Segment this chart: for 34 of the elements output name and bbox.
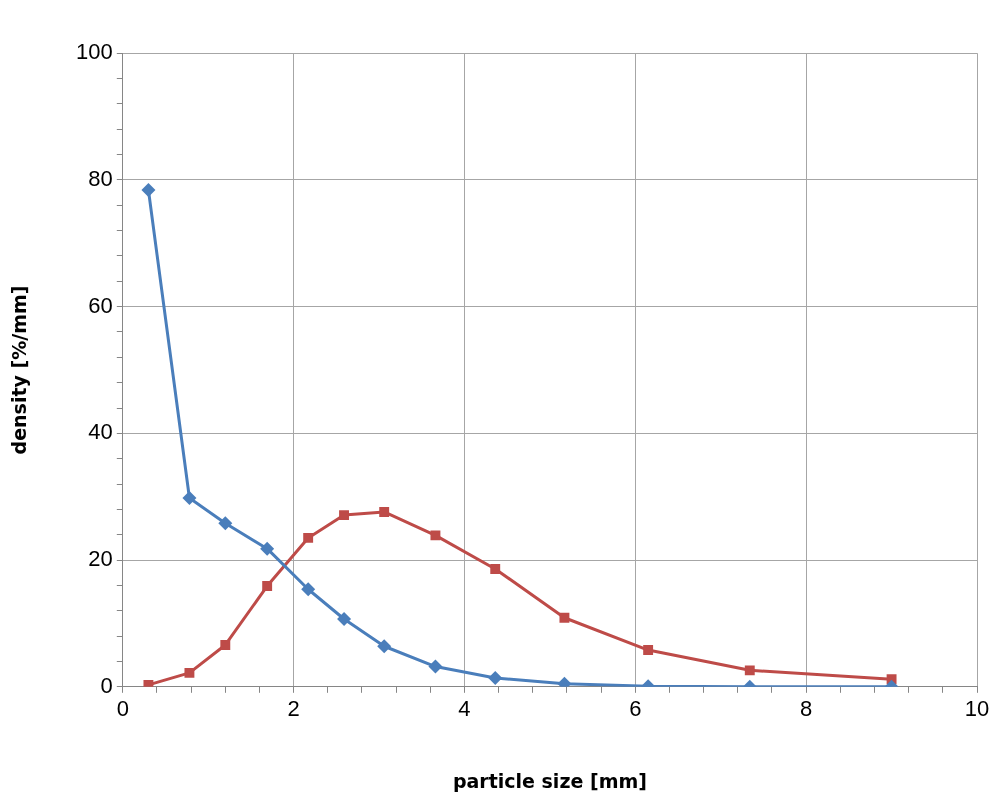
- point: [303, 532, 314, 543]
- point: [428, 659, 443, 674]
- point: [488, 670, 503, 685]
- x-tick-label: 6: [629, 695, 642, 721]
- point: [220, 640, 231, 650]
- y-tick-label: 0: [100, 672, 113, 698]
- point: [379, 506, 390, 517]
- point: [141, 183, 156, 198]
- point: [262, 581, 273, 592]
- point: [301, 582, 316, 597]
- x-tick-label: 2: [287, 695, 300, 721]
- point: [337, 612, 352, 627]
- y-tick-label: 20: [88, 546, 113, 572]
- y-tick-label: 100: [76, 39, 113, 65]
- y-tick-label: 60: [88, 292, 113, 318]
- point: [182, 490, 197, 505]
- point: [430, 530, 441, 541]
- point: [218, 516, 233, 531]
- x-tick-label: 4: [458, 695, 471, 721]
- point: [744, 665, 755, 676]
- point: [184, 667, 195, 678]
- y-axis-title: density [%/mm]: [8, 285, 31, 455]
- x-axis-title: particle size [mm]: [452, 769, 647, 792]
- y-tick-label: 40: [88, 419, 113, 445]
- point: [643, 645, 654, 655]
- point: [339, 510, 349, 521]
- x-tick-label: 8: [800, 695, 813, 721]
- point: [260, 541, 275, 556]
- x-tick-label: 0: [116, 695, 129, 721]
- point: [490, 564, 501, 574]
- y-tick-label: 80: [88, 165, 113, 191]
- point: [377, 639, 392, 654]
- x-tick-label: 10: [964, 695, 990, 721]
- point: [559, 612, 570, 623]
